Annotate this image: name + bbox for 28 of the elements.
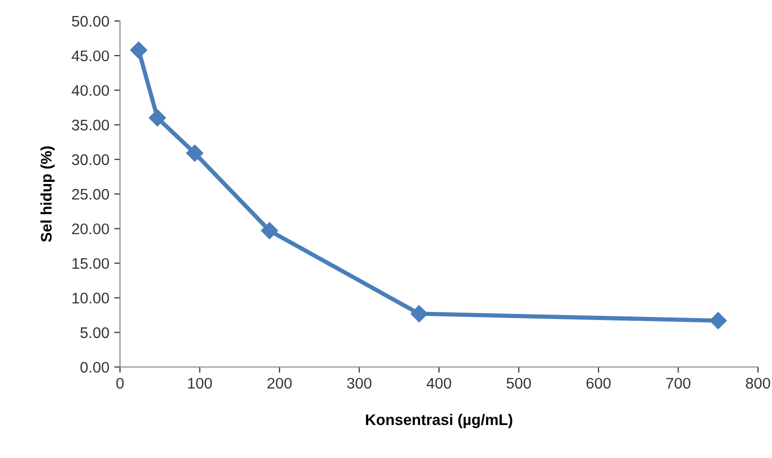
x-tick-label: 800 [746,378,770,389]
point [260,222,278,240]
x-tick-label: 300 [347,378,372,389]
point [130,42,148,59]
x-tick-label: 200 [268,378,292,389]
y-tick-label: 50.00 [72,16,109,27]
y-tick-label: 5.00 [80,327,109,338]
y-tick-label: 35.00 [72,120,109,130]
x-axis-title: Konsentrasi (µg/mL) [366,414,512,428]
y-tick-label: 40.00 [72,85,109,96]
point [410,305,428,322]
point [710,312,727,330]
y-tick-label: 45.00 [72,50,109,62]
y-tick-label: 20.00 [72,223,109,234]
point [148,109,166,126]
point [186,144,204,162]
x-tick-label: 0 [116,378,124,389]
y-tick-label: 10.00 [72,292,109,304]
y-tick-label: 15.00 [72,258,109,269]
x-tick-label: 400 [426,378,452,389]
y-tick-label: 30.00 [72,154,109,166]
y-tick-label: 25.00 [72,188,109,200]
x-tick-label: 100 [188,378,212,389]
x-tick-label: 700 [666,378,690,389]
x-tick-label: 600 [586,378,611,389]
y-tick-label: 0.00 [80,362,109,373]
x-tick-label: 500 [506,378,531,389]
y-axis-title: Sel hidup (%) [40,146,55,242]
